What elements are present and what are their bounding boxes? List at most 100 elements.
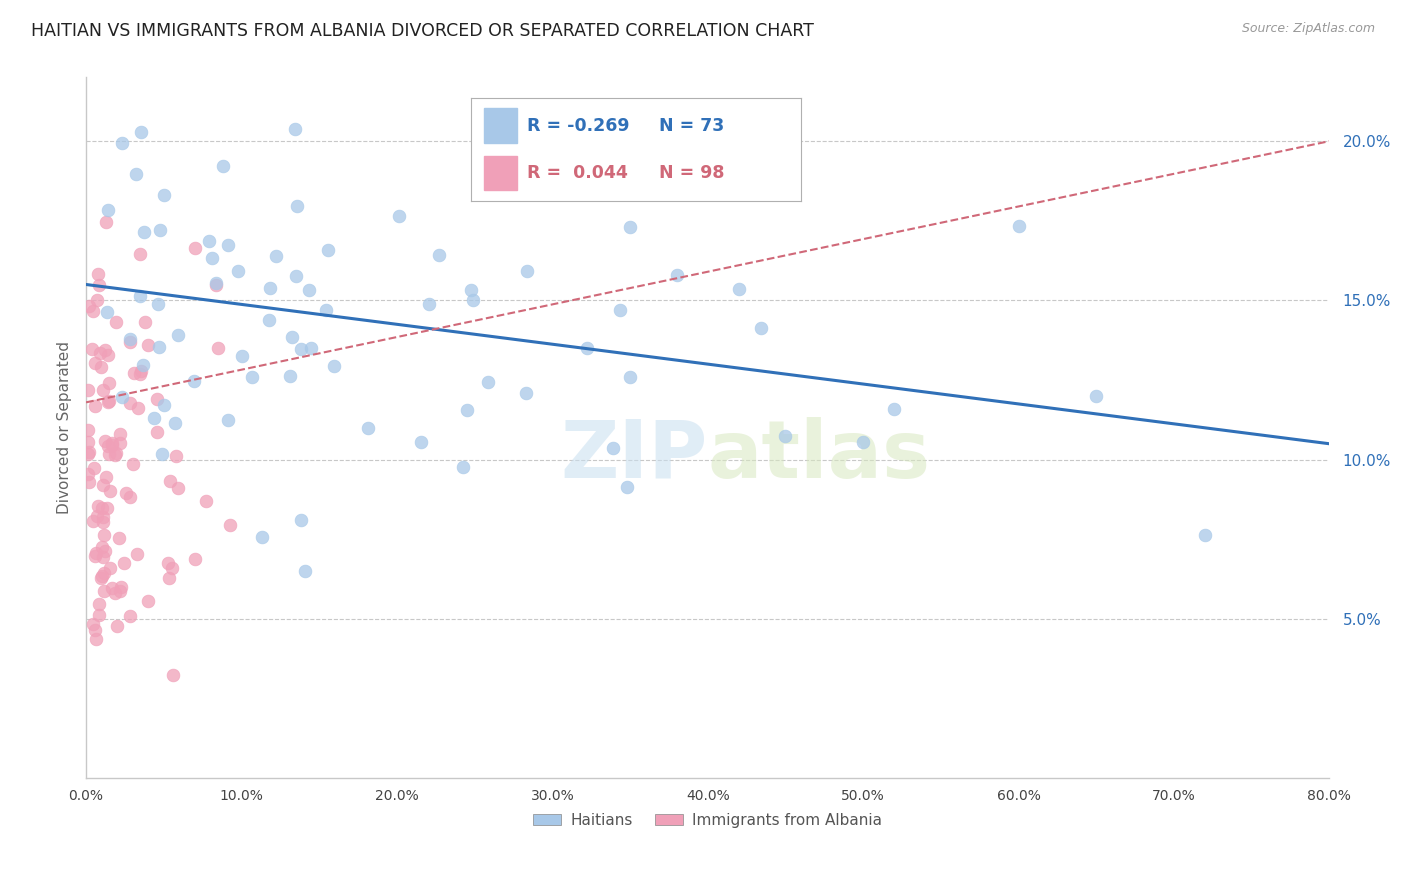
Point [153,398,176,412]
Point [82,514,104,528]
Point [290,342,312,356]
Point [89,598,111,612]
Point [146,392,169,407]
Point [665,268,688,282]
Point [228,264,250,278]
Text: ZIP: ZIP [561,417,707,495]
Point [110,427,132,442]
Point [749,321,772,335]
Point [84,623,107,637]
Point [132,225,155,239]
Point [134,315,156,329]
Point [477,376,499,390]
Point [463,293,485,307]
Point [127,401,149,415]
Point [118,395,141,409]
Point [207,341,229,355]
Point [316,244,339,258]
Point [418,297,440,311]
Point [90,359,112,374]
Point [388,209,411,223]
Point [143,410,166,425]
Point [231,349,253,363]
Point [96,469,118,483]
Point [167,481,190,495]
Point [112,556,135,570]
Point [111,136,134,150]
Point [111,390,134,404]
Point [89,607,111,622]
Point [150,447,173,461]
Point [162,667,184,681]
Point [125,547,148,561]
Point [118,609,141,624]
Point [257,313,280,327]
Point [105,315,128,329]
Point [98,483,121,498]
Point [460,283,482,297]
Point [284,122,307,136]
Point [157,571,180,585]
Point [197,234,219,248]
Point [1007,219,1029,234]
Point [619,220,641,235]
Point [264,249,287,263]
Point [323,359,346,373]
Point [97,376,120,390]
Point [456,402,478,417]
Point [77,475,100,489]
Point [136,338,159,352]
Point [852,435,875,450]
Point [427,248,450,262]
Text: R =  0.044: R = 0.044 [527,164,628,182]
Point [219,517,242,532]
Point [93,528,115,542]
Point [201,251,224,265]
Point [93,383,115,397]
Point [453,460,475,475]
Point [165,416,187,430]
Point [240,370,263,384]
Point [285,199,308,213]
Point [205,276,228,290]
Point [96,203,118,218]
Point [129,246,152,260]
Point [97,394,120,409]
Point [97,447,120,461]
Point [86,499,108,513]
Text: Source: ZipAtlas.com: Source: ZipAtlas.com [1241,22,1375,36]
Point [108,436,131,450]
Point [166,327,188,342]
Point [252,530,274,544]
Point [357,421,380,435]
Point [619,370,641,384]
Point [129,125,152,139]
Point [146,425,169,439]
Point [98,561,121,575]
Point [129,289,152,303]
Point [100,436,122,450]
Point [125,167,148,181]
Point [101,438,124,452]
Point [727,282,749,296]
Bar [484,108,517,144]
Point [298,283,321,297]
Point [90,571,112,585]
Point [83,460,105,475]
Point [89,346,111,360]
Point [110,584,132,599]
Point [315,303,337,318]
Point [94,215,117,229]
Point [122,366,145,380]
Point [90,540,112,554]
Point [90,501,112,516]
Point [91,568,114,582]
Point [91,549,114,564]
Point [1085,389,1108,403]
Point [575,341,598,355]
Point [94,434,117,448]
Point [86,293,108,307]
Point [91,509,114,524]
Point [97,349,120,363]
Point [91,478,114,492]
